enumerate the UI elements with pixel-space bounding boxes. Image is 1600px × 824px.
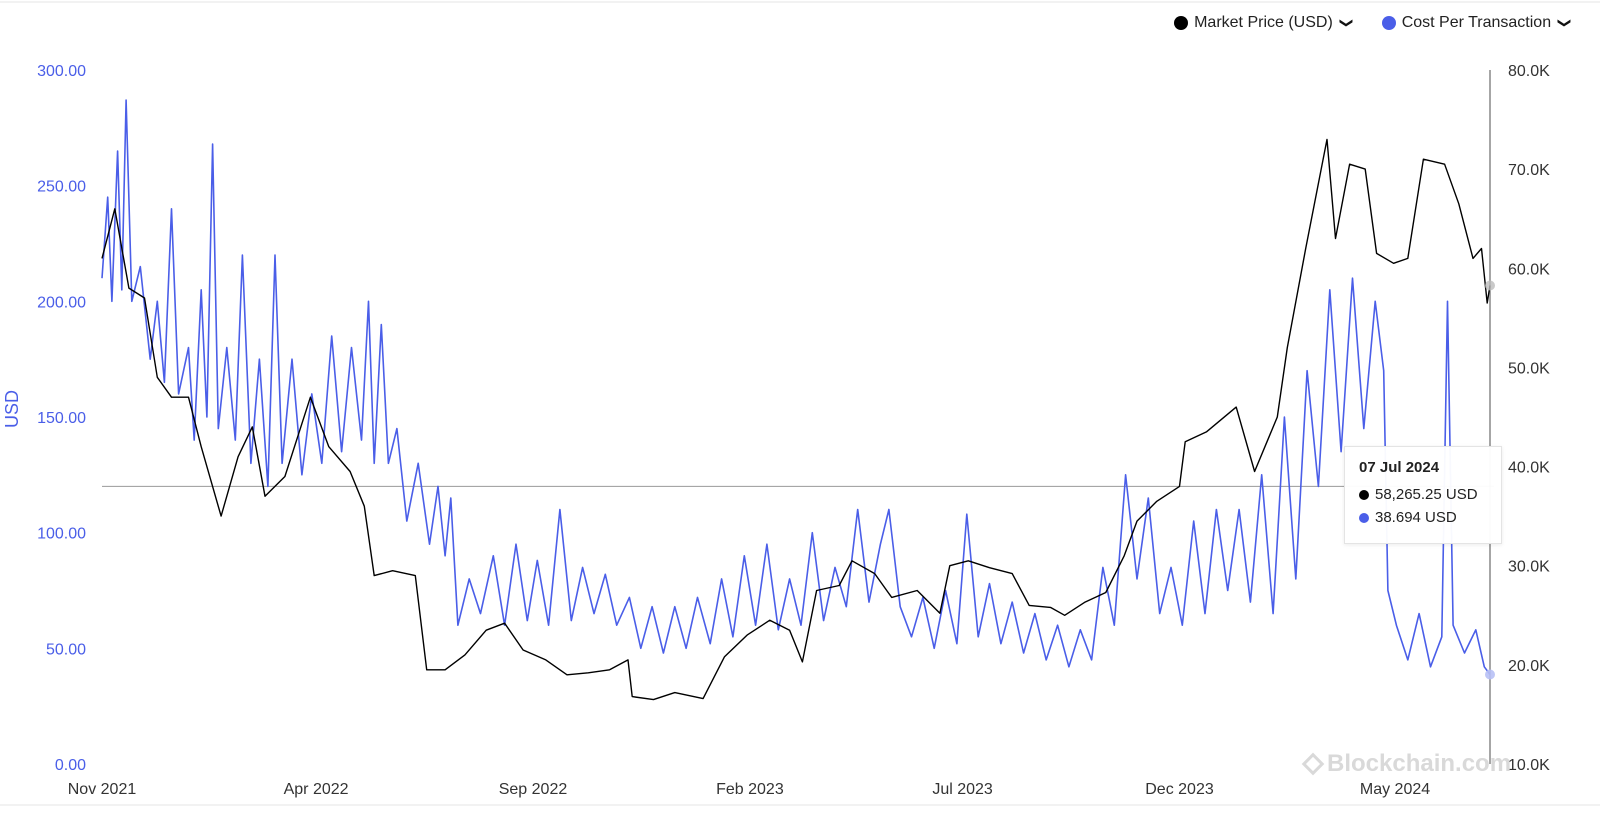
- hover-point-market-price: [1485, 280, 1495, 291]
- hover-point-cost-per-transaction: [1485, 669, 1495, 680]
- y-left-tick-label: 150.00: [37, 410, 86, 427]
- y-left-axis-title: USD: [2, 389, 22, 428]
- x-tick-label: Apr 2022: [284, 781, 349, 798]
- series-market-price-line: [101, 138, 1491, 701]
- series-cost-per-transaction-line: [101, 99, 1491, 675]
- chevron-down-icon[interactable]: ❯: [1557, 17, 1573, 29]
- tooltip-row-market-price: 58,265.25 USD: [1359, 486, 1487, 503]
- y-left-tick-label: 100.00: [37, 526, 86, 543]
- legend-item-cost-per-transaction[interactable]: Cost Per Transaction ❯: [1381, 14, 1573, 32]
- legend-item-market-price[interactable]: Market Price (USD) ❯: [1174, 14, 1355, 32]
- tooltip-dot-icon: [1359, 489, 1369, 500]
- tooltip-dot-icon: [1359, 512, 1369, 523]
- y-right-tick-label: 70.0K: [1508, 162, 1550, 179]
- y-left-tick-label: 50.00: [46, 641, 86, 658]
- x-axis: Nov 2021 Apr 2022 Sep 2022 Feb 2023 Jul 2023…: [68, 781, 1430, 798]
- y-right-tick-label: 30.0K: [1508, 559, 1550, 576]
- y-right-axis: 10.0K 20.0K 30.0K 40.0K 50.0K 60.0K 70.0K 80.0K: [1508, 63, 1550, 774]
- legend-label: Cost Per Transaction: [1401, 14, 1552, 31]
- blockchain-logo-icon: [1301, 752, 1325, 776]
- chart-legend: Market Price (USD) ❯ Cost Per Transactio…: [1174, 14, 1573, 32]
- y-right-tick-label: 10.0K: [1508, 757, 1550, 774]
- chevron-down-icon[interactable]: ❯: [1339, 17, 1355, 29]
- y-right-tick-label: 60.0K: [1508, 261, 1550, 278]
- x-tick-label: Sep 2022: [499, 781, 568, 798]
- tooltip-value: 58,265.25 USD: [1375, 486, 1478, 503]
- x-tick-label: May 2024: [1360, 781, 1430, 798]
- y-right-tick-label: 40.0K: [1508, 460, 1550, 477]
- chart-tooltip: 07 Jul 2024 58,265.25 USD 38.694 USD: [1344, 446, 1502, 544]
- y-left-tick-label: 300.00: [37, 63, 86, 80]
- x-tick-label: Jul 2023: [932, 781, 993, 798]
- y-right-tick-label: 20.0K: [1508, 658, 1550, 675]
- legend-dot-icon: [1174, 16, 1189, 30]
- tooltip-date: 07 Jul 2024: [1359, 459, 1440, 476]
- legend-label: Market Price (USD): [1194, 14, 1333, 31]
- x-tick-label: Dec 2023: [1145, 781, 1214, 798]
- tooltip-row-cost-per-transaction: 38.694 USD: [1359, 509, 1487, 526]
- legend-dot-icon: [1381, 16, 1396, 30]
- x-tick-label: Feb 2023: [716, 781, 784, 798]
- y-left-tick-label: 200.00: [37, 294, 86, 311]
- y-left-tick-label: 250.00: [37, 179, 86, 196]
- x-tick-label: Nov 2021: [68, 781, 137, 798]
- y-right-tick-label: 50.0K: [1508, 360, 1550, 377]
- watermark: Blockchain.com: [1301, 750, 1512, 778]
- watermark-text: Blockchain.com: [1327, 750, 1512, 777]
- y-left-axis: 0.00 50.00 100.00 150.00 200.00 250.00 300.00: [37, 63, 86, 774]
- y-right-tick-label: 80.0K: [1508, 63, 1550, 80]
- tooltip-value: 38.694 USD: [1375, 509, 1457, 526]
- y-left-tick-label: 0.00: [55, 757, 86, 774]
